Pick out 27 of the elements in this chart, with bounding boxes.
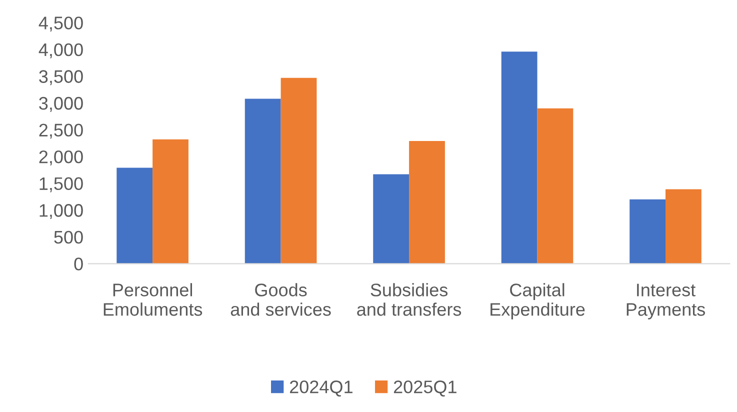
bar <box>244 98 281 264</box>
bar <box>409 141 445 264</box>
y-tick-label: 4,000 <box>38 43 83 58</box>
y-tick-label: 1,500 <box>40 177 83 192</box>
y-tick-label: 500 <box>54 230 83 244</box>
bar <box>373 174 410 264</box>
legend-label: 2024Q1 <box>290 380 352 397</box>
bar <box>501 52 538 264</box>
bar <box>666 189 702 264</box>
x-tick-label: Personnel Emoluments <box>104 283 202 316</box>
bar <box>116 168 153 264</box>
bar <box>630 199 666 264</box>
x-tick-label: Capital Expenditure <box>490 283 585 320</box>
y-tick-label: 1,000 <box>40 204 83 219</box>
x-tick-label: Interest Payments <box>626 284 705 320</box>
y-tick-label: 0 <box>74 258 83 270</box>
y-tick-label: 2,000 <box>39 150 83 166</box>
x-tick-label: Subsidies and transfers <box>357 283 462 316</box>
legend-label: 2025Q1 <box>394 380 456 397</box>
y-tick-label: 4,500 <box>38 16 83 32</box>
bar <box>280 78 317 264</box>
y-tick-label: 3,000 <box>39 96 83 112</box>
bar <box>537 108 574 264</box>
y-tick-label: 3,500 <box>39 70 83 86</box>
x-tick-label: Goods and services <box>230 283 331 316</box>
bar <box>152 139 188 264</box>
y-tick-label: 2,500 <box>39 124 83 139</box>
